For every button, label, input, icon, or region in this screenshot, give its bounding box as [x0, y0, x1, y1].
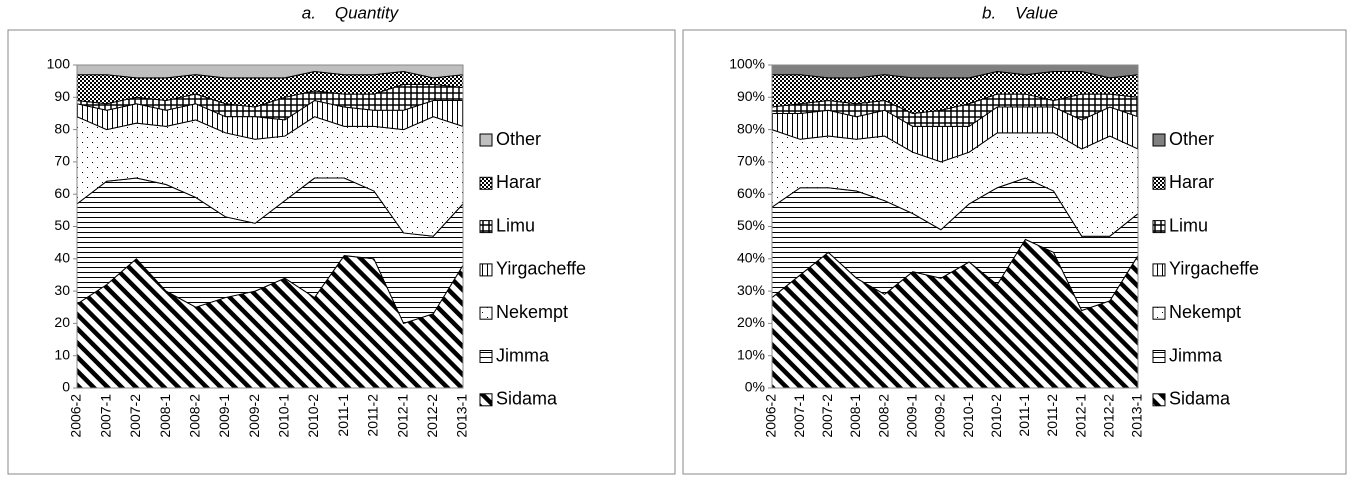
y-tick-label: 10 — [54, 346, 70, 362]
x-tick-label: 2007-1 — [791, 394, 807, 438]
y-tick-label: 90% — [737, 88, 765, 104]
x-tick-label: 2007-2 — [819, 394, 835, 438]
x-tick-label: 2006-2 — [763, 394, 779, 438]
legend-label: Limu — [1169, 215, 1208, 235]
legend-label: Yirgacheffe — [1169, 259, 1259, 279]
legend-label: Jimma — [1169, 345, 1223, 365]
y-tick-label: 0 — [62, 379, 70, 395]
x-tick-label: 2006-2 — [68, 394, 84, 438]
y-tick-label: 30% — [737, 282, 765, 298]
y-tick-label: 100 — [47, 56, 71, 72]
legend-label: Limu — [496, 215, 535, 235]
legend-swatch — [479, 306, 493, 320]
x-tick-label: 2008-2 — [875, 394, 891, 438]
x-tick-label: 2007-2 — [127, 394, 143, 438]
legend-swatch — [1152, 393, 1166, 407]
x-tick-label: 2008-2 — [186, 394, 202, 438]
x-tick-label: 2009-1 — [903, 394, 919, 438]
x-tick-label: 2009-2 — [932, 394, 948, 438]
x-tick-label: 2012-2 — [424, 394, 440, 438]
x-tick-label: 2010-2 — [988, 394, 1004, 438]
legend-label: Nekempt — [496, 302, 568, 322]
chart-title: b. Value — [982, 3, 1058, 22]
x-tick-label: 2012-1 — [394, 394, 410, 438]
y-tick-label: 70 — [54, 153, 70, 169]
legend-swatch — [479, 263, 493, 277]
y-tick-label: 30 — [54, 282, 70, 298]
y-tick-label: 90 — [54, 88, 70, 104]
y-tick-label: 80% — [737, 120, 765, 136]
legend-label: Harar — [1169, 172, 1214, 192]
y-tick-label: 20 — [54, 314, 70, 330]
legend-swatch — [479, 220, 493, 234]
legend-swatch — [479, 350, 493, 363]
y-tick-label: 70% — [737, 153, 765, 169]
y-tick-label: 60 — [54, 185, 70, 201]
x-tick-label: 2008-1 — [157, 394, 173, 438]
legend-swatch — [1152, 133, 1166, 147]
x-tick-label: 2011-2 — [365, 394, 381, 437]
x-tick-label: 2010-1 — [276, 394, 292, 438]
y-tick-label: 0% — [745, 379, 765, 395]
panel-frame — [682, 29, 1347, 475]
y-tick-label: 80 — [54, 120, 70, 136]
y-tick-label: 100% — [729, 56, 765, 72]
legend-swatch — [479, 133, 493, 147]
y-tick-label: 50% — [737, 217, 765, 233]
y-tick-label: 10% — [737, 346, 765, 362]
legend-swatch — [1152, 350, 1166, 363]
chart-title: a. Quantity — [302, 3, 400, 22]
x-tick-label: 2011-2 — [1044, 394, 1060, 437]
x-tick-label: 2009-2 — [246, 394, 262, 438]
legend-label: Sidama — [496, 389, 558, 409]
x-tick-label: 2011-1 — [1016, 394, 1032, 437]
legend-swatch — [1152, 220, 1166, 234]
x-tick-label: 2010-1 — [960, 394, 976, 438]
legend-label: Other — [1169, 129, 1214, 149]
x-tick-label: 2010-2 — [305, 394, 321, 438]
x-tick-label: 2013-1 — [1129, 394, 1145, 438]
panel-frame — [7, 29, 676, 475]
y-tick-label: 50 — [54, 217, 70, 233]
y-tick-label: 40% — [737, 250, 765, 266]
x-tick-label: 2008-1 — [847, 394, 863, 438]
legend-swatch — [479, 393, 493, 407]
legend-swatch — [1152, 176, 1166, 190]
legend-label: Sidama — [1169, 389, 1231, 409]
legend-label: Harar — [496, 172, 541, 192]
legend-swatch — [1152, 263, 1166, 277]
x-tick-label: 2012-2 — [1101, 394, 1117, 438]
legend-swatch — [1152, 306, 1166, 320]
legend-label: Other — [496, 129, 541, 149]
legend-label: Yirgacheffe — [496, 259, 586, 279]
x-tick-label: 2013-1 — [454, 394, 470, 438]
x-tick-label: 2011-1 — [335, 394, 351, 437]
y-tick-label: 40 — [54, 250, 70, 266]
x-tick-label: 2007-1 — [97, 394, 113, 438]
legend-swatch — [479, 176, 493, 190]
legend-label: Jimma — [496, 345, 550, 365]
y-tick-label: 60% — [737, 185, 765, 201]
legend-label: Nekempt — [1169, 302, 1241, 322]
x-tick-label: 2012-1 — [1072, 394, 1088, 438]
y-tick-label: 20% — [737, 314, 765, 330]
x-tick-label: 2009-1 — [216, 394, 232, 438]
